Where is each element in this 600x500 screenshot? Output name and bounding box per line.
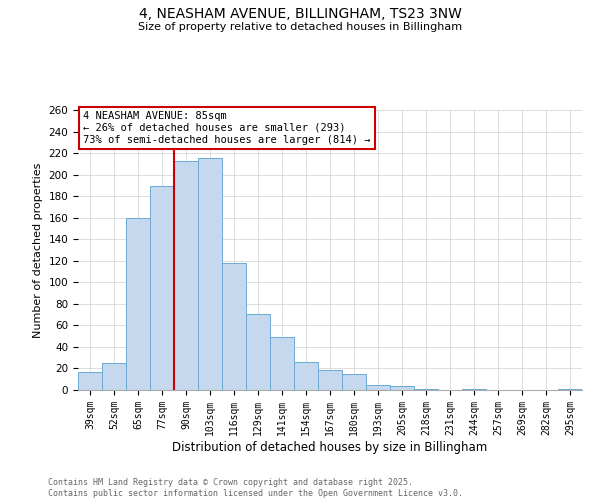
Bar (246, 314, 270, 390)
Bar (102, 363, 126, 390)
Bar (126, 218, 150, 390)
Bar (174, 160, 198, 390)
Text: 4 NEASHAM AVENUE: 85sqm
← 26% of detached houses are smaller (293)
73% of semi-d: 4 NEASHAM AVENUE: 85sqm ← 26% of detache… (83, 112, 371, 144)
Bar (294, 362, 318, 390)
Bar (558, 389, 582, 390)
X-axis label: Distribution of detached houses by size in Billingham: Distribution of detached houses by size … (172, 440, 488, 454)
Bar (390, 386, 414, 390)
Bar (342, 374, 366, 390)
Bar (78, 372, 102, 390)
Bar (462, 389, 486, 390)
Text: Contains HM Land Registry data © Crown copyright and database right 2025.
Contai: Contains HM Land Registry data © Crown c… (48, 478, 463, 498)
Text: Size of property relative to detached houses in Billingham: Size of property relative to detached ho… (138, 22, 462, 32)
Bar (270, 337, 294, 390)
Y-axis label: Number of detached properties: Number of detached properties (33, 162, 43, 338)
Bar (198, 158, 222, 390)
Text: 4, NEASHAM AVENUE, BILLINGHAM, TS23 3NW: 4, NEASHAM AVENUE, BILLINGHAM, TS23 3NW (139, 8, 461, 22)
Bar (414, 389, 438, 390)
Bar (150, 186, 174, 390)
Bar (366, 384, 390, 390)
Bar (222, 263, 246, 390)
Bar (318, 370, 342, 390)
